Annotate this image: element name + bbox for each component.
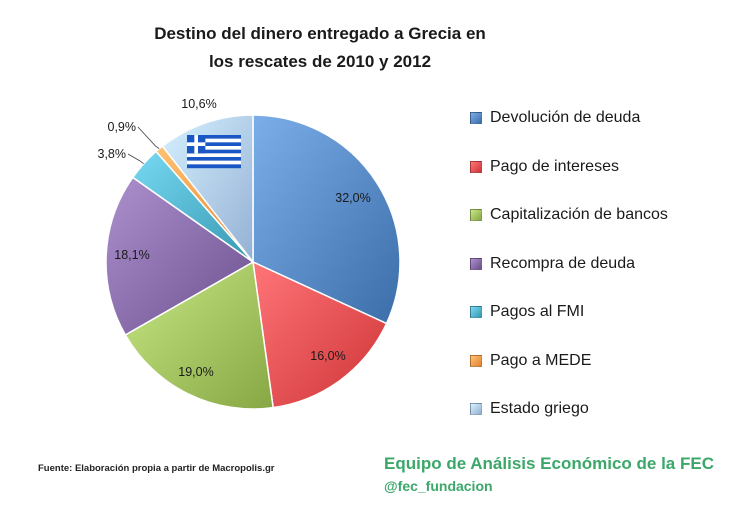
legend-swatch-6 [470, 354, 482, 367]
leader-line-5 [127, 153, 144, 165]
pie-slice-4 [105, 176, 255, 336]
legend-swatch-2 [470, 160, 482, 173]
social-handle: @fec_fundacion [384, 478, 493, 494]
data-label-1: 32,0% [335, 191, 370, 205]
legend-item-3: Capitalización de bancos [470, 191, 668, 240]
pie-slice-3 [124, 260, 275, 410]
legend-swatch-4 [470, 257, 482, 270]
chart-legend: Devolución de deuda Pago de intereses Capi… [470, 94, 668, 434]
team-credit: Equipo de Análisis Económico de la FEC [384, 454, 714, 473]
legend-label-1: Devolución de deuda [490, 109, 641, 127]
legend-swatch-1 [470, 112, 482, 125]
legend-label-7: Estado griego [490, 400, 589, 418]
leader-line-6 [137, 126, 160, 150]
legend-item-2: Pago de intereses [470, 143, 668, 192]
chart-title-line-1: Destino del dinero entregado a Grecia en [154, 24, 486, 43]
pie-slice-2 [252, 260, 388, 409]
legend-label-6: Pago a MEDE [490, 351, 592, 369]
legend-swatch-7 [470, 403, 482, 416]
legend-swatch-3 [470, 209, 482, 222]
legend-item-5: Pagos al FMI [470, 288, 668, 337]
legend-label-2: Pago de intereses [490, 157, 619, 175]
data-label-3: 19,0% [178, 365, 213, 379]
greece-flag-icon [187, 135, 241, 169]
data-label-2: 16,0% [310, 349, 345, 363]
legend-label-5: Pagos al FMI [490, 303, 585, 321]
data-label-7: 10,6% [181, 97, 216, 111]
data-label-5: 3,8% [98, 147, 127, 161]
chart-title-line-2: los rescates de 2010 y 2012 [208, 52, 432, 71]
legend-swatch-5 [470, 306, 482, 319]
legend-label-4: Recompra de deuda [490, 254, 635, 272]
legend-item-7: Estado griego [470, 385, 668, 434]
legend-item-1: Devolución de deuda [470, 94, 668, 143]
legend-label-3: Capitalización de bancos [490, 206, 668, 224]
legend-item-4: Recompra de deuda [470, 240, 668, 289]
legend-item-6: Pago a MEDE [470, 337, 668, 386]
chart-title: Destino del dinero entregado a Grecia en… [110, 20, 530, 76]
pie-slice-1 [252, 114, 401, 325]
data-label-4: 18,1% [114, 248, 149, 262]
source-note: Fuente: Elaboración propia a partir de M… [38, 463, 275, 474]
data-label-6: 0,9% [108, 120, 137, 134]
